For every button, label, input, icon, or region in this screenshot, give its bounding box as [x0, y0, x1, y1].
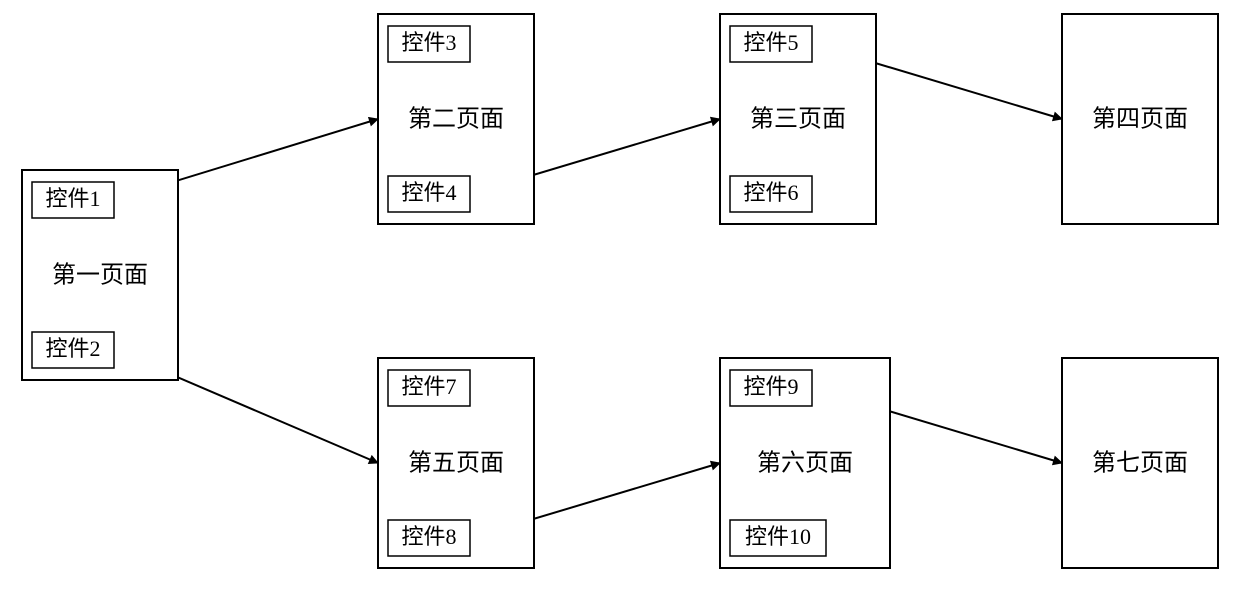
flowchart-canvas: 第一页面控件1控件2第二页面控件3控件4第三页面控件5控件6第四页面第五页面控件…	[0, 0, 1239, 602]
node-title: 第二页面	[408, 106, 504, 133]
node-title: 第四页面	[1092, 106, 1188, 133]
node-page7: 第七页面	[1062, 358, 1218, 568]
control-label: 控件2	[45, 336, 100, 361]
control-ctrl6: 控件6	[730, 176, 812, 212]
node-title: 第一页面	[52, 262, 148, 289]
node-page2: 第二页面 控件3 控件4	[378, 14, 534, 224]
control-label: 控件1	[45, 186, 100, 211]
control-label: 控件7	[401, 374, 456, 399]
node-page1: 第一页面 控件1 控件2	[22, 170, 178, 380]
control-label: 控件3	[401, 30, 456, 55]
node-title: 第三页面	[750, 106, 846, 133]
control-ctrl10: 控件10	[730, 520, 826, 556]
control-ctrl1: 控件1	[32, 182, 114, 218]
control-label: 控件5	[743, 30, 798, 55]
node-page6: 第六页面 控件9 控件10	[720, 358, 890, 568]
control-label: 控件6	[743, 180, 798, 205]
control-ctrl8: 控件8	[388, 520, 470, 556]
control-ctrl2: 控件2	[32, 332, 114, 368]
node-title: 第七页面	[1092, 450, 1188, 477]
control-label: 控件10	[745, 524, 811, 549]
nodes: 第一页面控件1控件2第二页面控件3控件4第三页面控件5控件6第四页面第五页面控件…	[22, 14, 1218, 568]
control-label: 控件9	[743, 374, 798, 399]
edges	[114, 44, 1062, 538]
control-ctrl9: 控件9	[730, 370, 812, 406]
node-page5: 第五页面 控件7 控件8	[378, 358, 534, 568]
control-label: 控件4	[401, 180, 456, 205]
control-ctrl3: 控件3	[388, 26, 470, 62]
control-ctrl5: 控件5	[730, 26, 812, 62]
node-page4: 第四页面	[1062, 14, 1218, 224]
control-label: 控件8	[401, 524, 456, 549]
control-ctrl4: 控件4	[388, 176, 470, 212]
node-title: 第五页面	[408, 450, 504, 477]
control-ctrl7: 控件7	[388, 370, 470, 406]
node-page3: 第三页面 控件5 控件6	[720, 14, 876, 224]
node-title: 第六页面	[757, 450, 853, 477]
